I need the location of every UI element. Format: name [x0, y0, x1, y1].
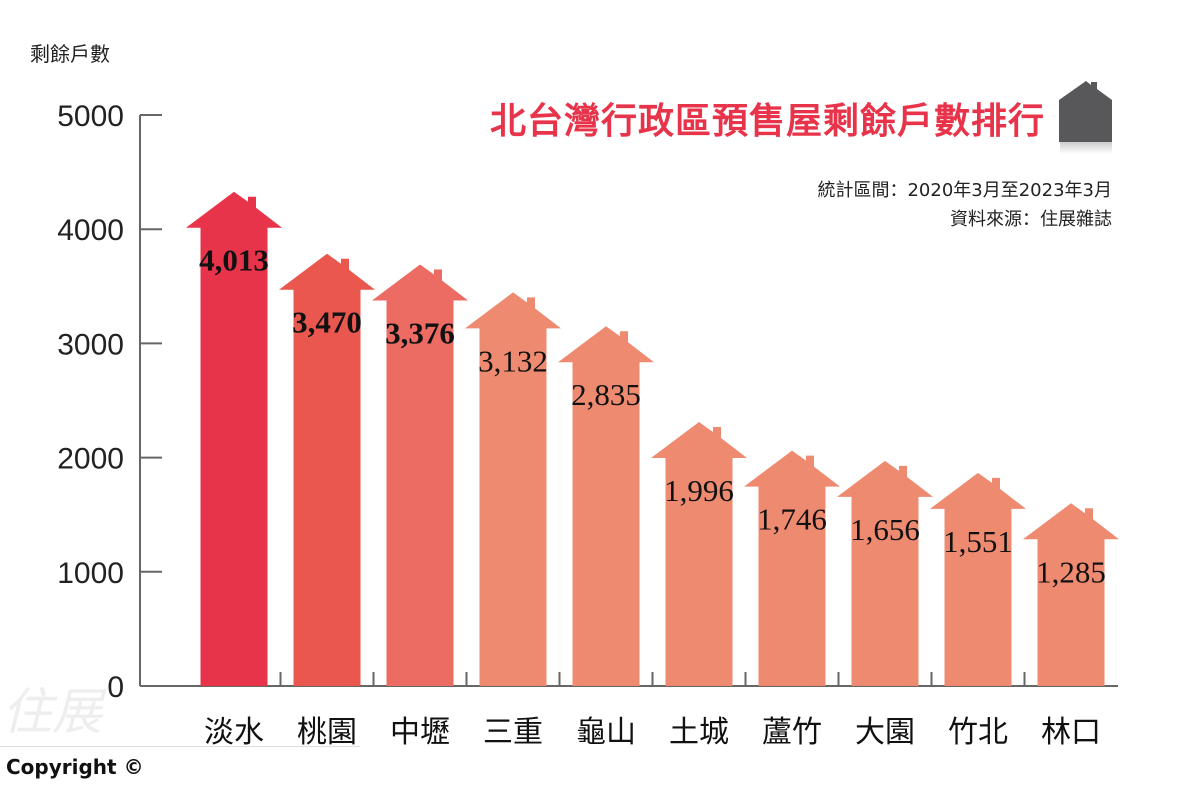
y-tick-label: 2000: [57, 443, 124, 476]
bar-桃園: [279, 253, 375, 686]
x-tick-label: 龜山: [576, 715, 636, 750]
copyright: Copyright © myhousing.com.tw: [0, 746, 360, 786]
x-tick-label: 大園: [855, 715, 915, 750]
y-axis-label: 剩餘戶數: [30, 42, 110, 66]
watermark-logo: 住展: [2, 683, 102, 741]
bar-三重: [465, 292, 561, 686]
source-note: 資料來源：住展雜誌: [950, 209, 1112, 230]
y-tick-label: 5000: [57, 100, 124, 133]
bar-蘆竹: [744, 450, 840, 686]
x-tick-label: 中壢: [390, 715, 450, 750]
data-label: 1,285: [1036, 554, 1106, 589]
data-label: 3,376: [385, 315, 455, 350]
data-label: 1,746: [757, 502, 827, 537]
bar-大園: [837, 460, 933, 686]
chart-title: 北台灣行政區預售屋剩餘戶數排行: [489, 101, 1045, 142]
data-label: 4,013: [199, 243, 269, 278]
x-tick-label: 竹北: [948, 715, 1008, 750]
x-tick-label: 三重: [483, 715, 543, 750]
bar-淡水: [186, 191, 282, 686]
y-tick-label: 4000: [57, 214, 124, 247]
bar-土城: [651, 422, 747, 686]
data-label: 1,996: [664, 473, 734, 508]
x-tick-label: 蘆竹: [762, 715, 822, 750]
data-label: 2,835: [571, 377, 641, 412]
bar-中壢: [372, 264, 468, 686]
data-label: 1,656: [850, 512, 920, 547]
data-label: 3,132: [478, 343, 548, 378]
x-tick-label: 土城: [669, 715, 729, 750]
x-tick-label: 淡水: [204, 715, 264, 750]
bar-竹北: [930, 472, 1026, 686]
x-tick-label: 桃園: [297, 715, 357, 750]
bar-龜山: [558, 326, 654, 686]
data-label: 3,470: [292, 305, 362, 340]
period-note: 統計區間：2020年3月至2023年3月: [817, 180, 1112, 201]
y-tick-label: 0: [107, 671, 124, 704]
data-label: 1,551: [943, 524, 1013, 559]
x-tick-label: 林口: [1041, 715, 1101, 750]
y-tick-label: 3000: [57, 328, 124, 361]
bar-林口: [1023, 503, 1119, 686]
y-tick-label: 1000: [57, 557, 124, 590]
